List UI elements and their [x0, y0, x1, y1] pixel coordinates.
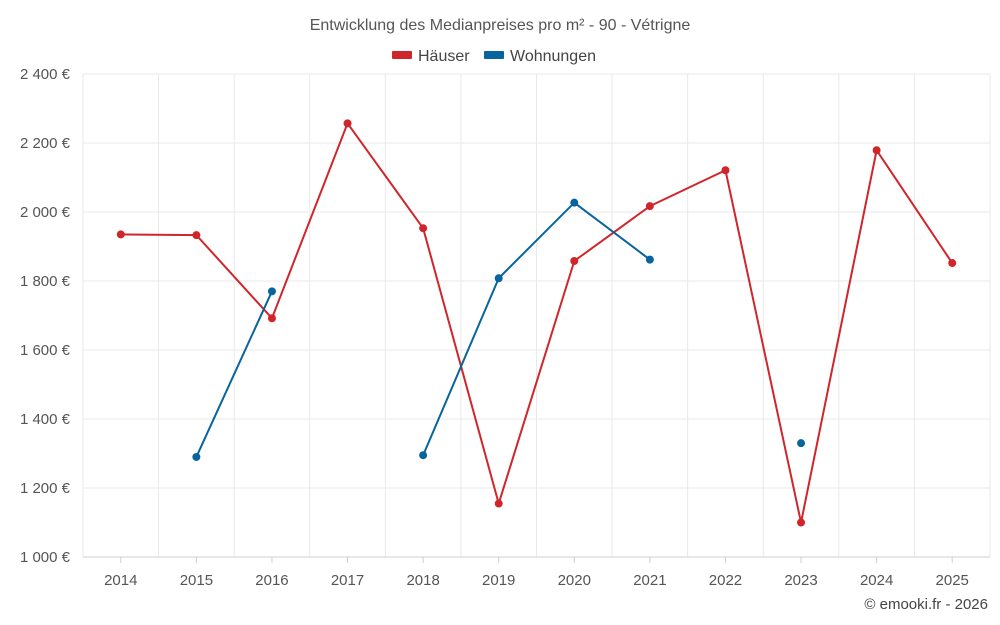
y-tick-label: 1 200 € — [20, 480, 71, 497]
series-haeuser — [116, 119, 957, 527]
series-line — [195, 290, 273, 458]
legend-label: Wohnungen — [510, 48, 596, 65]
x-tick-label: 2017 — [331, 572, 364, 589]
series-line — [120, 122, 954, 524]
data-point[interactable] — [948, 259, 957, 268]
legend-item[interactable]: Häuser — [392, 48, 470, 65]
x-axis: 2014 2015 2016 2017 2018 2019 2020 2021 2022 2023… — [83, 556, 990, 589]
legend-swatch — [392, 51, 412, 59]
data-point[interactable] — [116, 230, 125, 239]
data-point[interactable] — [267, 314, 276, 323]
grid — [82, 73, 991, 558]
y-tick-label: 2 200 € — [20, 135, 71, 152]
y-tick-label: 2 400 € — [20, 66, 71, 83]
data-point[interactable] — [721, 166, 730, 175]
y-tick-label: 1 000 € — [20, 549, 71, 566]
y-tick-label: 2 000 € — [20, 204, 71, 221]
data-point[interactable] — [872, 146, 881, 155]
x-tick-label: 2019 — [482, 572, 515, 589]
x-tick-label: 2021 — [633, 572, 666, 589]
data-point[interactable] — [797, 518, 806, 527]
data-point[interactable] — [267, 287, 276, 296]
y-tick-label: 1 800 € — [20, 273, 71, 290]
data-point[interactable] — [192, 231, 201, 240]
legend: Häuser Wohnungen — [392, 48, 596, 65]
x-tick-label: 2015 — [180, 572, 213, 589]
legend-item[interactable]: Wohnungen — [484, 48, 596, 65]
data-point[interactable] — [645, 255, 654, 264]
x-tick-label: 2023 — [784, 572, 817, 589]
x-tick-label: 2018 — [406, 572, 439, 589]
y-tick-label: 1 600 € — [20, 342, 71, 359]
y-axis: 1 000 € 1 200 € 1 400 € 1 600 € 1 800 € 2 000… — [20, 66, 71, 566]
x-tick-label: 2025 — [936, 572, 969, 589]
x-tick-label: 2024 — [860, 572, 893, 589]
data-point[interactable] — [419, 451, 428, 460]
data-point[interactable] — [570, 256, 579, 265]
x-tick-label: 2022 — [709, 572, 742, 589]
y-tick-label: 1 400 € — [20, 411, 71, 428]
legend-label: Häuser — [418, 48, 470, 65]
credit: © emooki.fr - 2026 — [864, 596, 988, 613]
series-wohnungen — [192, 198, 806, 461]
data-point[interactable] — [343, 119, 352, 128]
chart-title: Entwicklung des Medianpreises pro m² - 9… — [310, 17, 691, 34]
legend-swatch — [484, 51, 504, 59]
x-tick-label: 2020 — [558, 572, 591, 589]
series-line — [422, 201, 651, 456]
data-point[interactable] — [797, 439, 806, 448]
data-point[interactable] — [494, 274, 503, 283]
data-point[interactable] — [494, 499, 503, 508]
series-layer — [116, 119, 957, 527]
data-point[interactable] — [645, 202, 654, 211]
data-point[interactable] — [192, 452, 201, 461]
data-point[interactable] — [570, 198, 579, 207]
x-tick-label: 2014 — [104, 572, 137, 589]
data-point[interactable] — [419, 224, 428, 233]
x-tick-label: 2016 — [255, 572, 288, 589]
